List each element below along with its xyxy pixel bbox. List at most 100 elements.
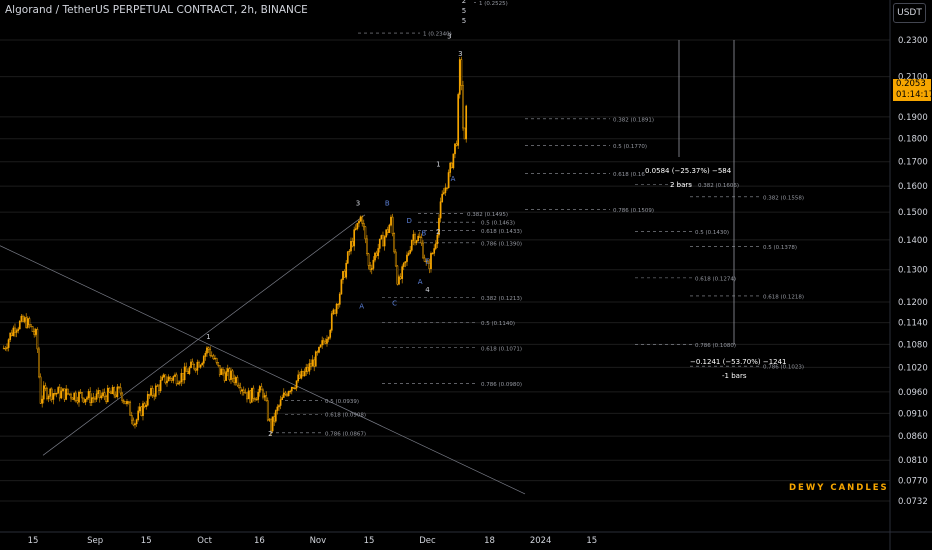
- candle-body: [97, 390, 100, 395]
- candle-body: [236, 377, 239, 386]
- fib-label: 0.618 (0.1218): [763, 294, 804, 300]
- candle-body: [465, 105, 468, 140]
- fib-label: 0.786 (0.1509): [613, 208, 654, 214]
- candle-body: [222, 368, 224, 374]
- candle-body: [143, 403, 146, 407]
- candle-body: [364, 226, 367, 240]
- candle-body: [188, 367, 191, 374]
- candle-body: [415, 240, 418, 244]
- fib-label: 0.618 (0.1274): [695, 276, 736, 282]
- candle-body: [430, 253, 432, 270]
- candle-body: [378, 238, 381, 249]
- candle-body: [418, 235, 421, 238]
- candle-body: [407, 252, 410, 256]
- candle-body: [124, 401, 127, 405]
- currency-button[interactable]: USDT: [893, 3, 926, 23]
- wave-label: 2: [436, 228, 440, 236]
- candle-body: [84, 399, 87, 403]
- candle-body: [244, 392, 247, 394]
- watermark: DEWY CANDLES: [789, 483, 889, 493]
- price-tick-label: 0.1900: [898, 113, 928, 123]
- fib-label: 0.5 (0.1140): [481, 321, 515, 327]
- candle-body: [170, 378, 173, 381]
- candle-body: [90, 397, 93, 403]
- candle-body: [295, 380, 298, 389]
- wave-label: B: [421, 230, 426, 238]
- fib-label: 1 (0.2340): [423, 32, 452, 38]
- candle-body: [239, 387, 242, 392]
- candle-body: [70, 393, 72, 399]
- candle-body: [33, 331, 36, 335]
- candle-body: [332, 309, 335, 314]
- candle-body: [140, 406, 143, 416]
- candle-body: [287, 391, 290, 397]
- candle-body: [420, 237, 423, 244]
- fib-label: 0.382 (0.1495): [467, 212, 508, 218]
- candle-body: [215, 357, 218, 363]
- candle-body: [116, 386, 119, 398]
- candle-body: [190, 361, 192, 368]
- candle-body: [348, 250, 351, 253]
- candle-body: [354, 228, 357, 230]
- candle-body: [12, 327, 15, 336]
- candle-body: [316, 351, 319, 353]
- candle-body: [180, 373, 183, 383]
- candle-body: [119, 387, 122, 394]
- fib-levels: 1 (0.2525) 1 (0.2340) 0.382 (0.1891) 0.5 (0…: [270, 1, 804, 437]
- candle-body: [425, 260, 428, 263]
- candle-body: [15, 330, 18, 333]
- candle-body: [129, 402, 132, 416]
- candle-body: [385, 229, 388, 237]
- candle-body: [410, 240, 413, 251]
- fib-label: 0.5 (0.0939): [325, 399, 359, 405]
- wave-label: A: [451, 175, 456, 183]
- price-axis[interactable]: 0.2300 0.2100 0.1900 0.1800 0.1700 0.1600 0.15…: [898, 36, 928, 507]
- candle-body: [191, 361, 194, 365]
- bar-countdown: 01:14:17: [896, 90, 932, 100]
- candle-body: [164, 374, 167, 384]
- candle-body: [321, 340, 324, 346]
- candle-body: [81, 392, 84, 399]
- candle-body: [374, 252, 376, 261]
- price-tick-label: 0.1600: [898, 182, 928, 192]
- price-tick-label: 0.1800: [898, 135, 928, 145]
- candle-body: [246, 392, 248, 400]
- price-tick-label: 0.2100: [898, 73, 928, 83]
- candle-body: [276, 406, 279, 411]
- trend-line: [0, 245, 526, 495]
- candle-body: [311, 359, 314, 367]
- candle-body: [423, 257, 426, 262]
- candle-body: [234, 377, 237, 383]
- candle-body: [127, 401, 130, 403]
- candle-body: [297, 374, 300, 382]
- price-tick-label: 0.0732: [898, 497, 928, 507]
- candle-body: [25, 317, 28, 328]
- candle-body: [98, 390, 101, 399]
- candle-body: [228, 368, 231, 380]
- candle-body: [135, 419, 138, 425]
- fib-label: 0.618 (0.1071): [481, 346, 522, 352]
- time-tick-label: 15: [141, 536, 152, 546]
- price-tick-label: 0.0910: [898, 409, 928, 419]
- candle-body: [193, 363, 196, 370]
- candle-body: [434, 243, 437, 249]
- fib-label: 0.5 (0.1378): [763, 245, 797, 251]
- price-tick-label: 0.1300: [898, 266, 928, 276]
- candle-body: [226, 368, 229, 372]
- candle-body: [217, 362, 220, 366]
- candle-body: [177, 383, 180, 385]
- candle-body: [183, 366, 186, 381]
- candle-body: [386, 229, 389, 233]
- time-tick-label: Dec: [419, 536, 436, 546]
- candle-body: [185, 366, 188, 372]
- price-tick-label: 0.1400: [898, 236, 928, 246]
- candle-body: [313, 359, 316, 367]
- candle-body: [196, 361, 199, 371]
- candle-body: [305, 367, 308, 372]
- candle-body: [182, 373, 184, 381]
- candle-body: [20, 315, 23, 322]
- time-tick-label: 2024: [530, 536, 552, 546]
- candle-body: [454, 143, 456, 155]
